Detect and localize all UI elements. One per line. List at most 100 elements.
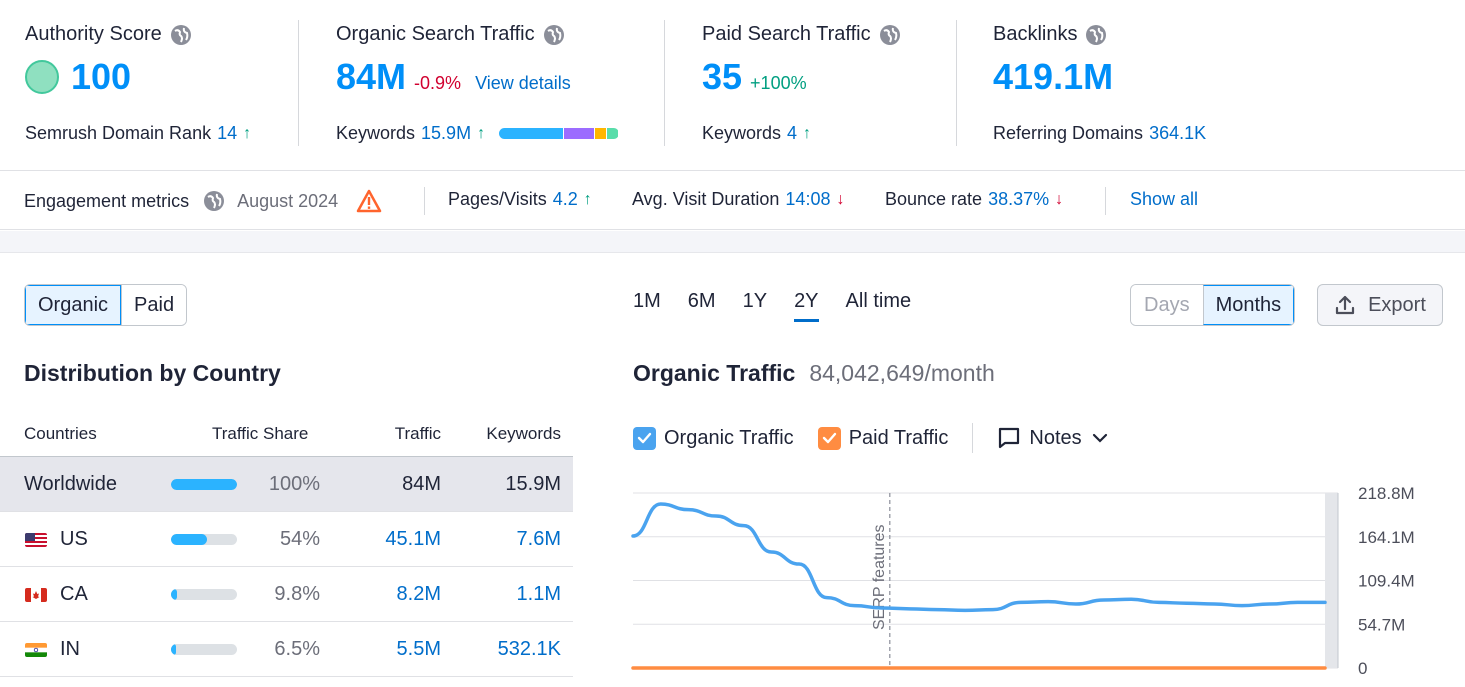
share-bar [171, 534, 237, 545]
notes-dropdown[interactable]: Notes [997, 426, 1107, 450]
us-flag-icon [25, 533, 47, 547]
score-circle-icon [25, 60, 59, 94]
col-keywords[interactable]: Keywords [486, 424, 561, 443]
referring-domains-value[interactable]: 364.1K [1149, 123, 1207, 143]
chart-title-value: 84,042,649/month [809, 360, 995, 386]
kw-bar-segment [607, 128, 619, 139]
divider [972, 423, 974, 453]
organic-traffic-chart[interactable]: 218.8M 164.1M 109.4M 54.7M 0 SERP features [620, 480, 1465, 680]
organic-traffic-value-row: 84M -0.9% View details [336, 56, 571, 98]
arrow-up-icon: ↑ [243, 124, 252, 142]
keyword-intent-bar[interactable] [499, 128, 619, 139]
granularity-months[interactable]: Months [1202, 285, 1295, 325]
traffic-value: 84M [402, 473, 441, 495]
globe-icon[interactable] [170, 24, 192, 46]
referring-domains: Referring Domains 364.1K [993, 123, 1207, 143]
chart-title-label: Organic Traffic [633, 360, 796, 386]
period-all-time[interactable]: All time [845, 290, 912, 312]
paid-traffic-value[interactable]: 35 [702, 56, 743, 97]
globe-icon[interactable] [1085, 24, 1107, 46]
legend-paid[interactable]: Paid Traffic [817, 426, 948, 450]
divider [1105, 187, 1106, 215]
col-traffic-share[interactable]: Traffic Share [212, 424, 309, 443]
traffic-value[interactable]: 5.5M [396, 638, 441, 660]
table-row[interactable]: IN 6.5% 5.5M 532.1K [0, 622, 573, 677]
export-label: Export [1368, 293, 1426, 316]
country-name: CA [60, 583, 88, 605]
keywords-value[interactable]: 1.1M [516, 583, 561, 605]
backlinks-value-row: 419.1M [993, 56, 1113, 98]
organic-traffic-delta: -0.9% [414, 73, 462, 93]
distribution-title: Distribution by Country [24, 360, 281, 386]
globe-icon[interactable] [879, 24, 901, 46]
warning-icon[interactable] [356, 189, 382, 213]
arrow-down-icon: ↓ [1055, 190, 1064, 208]
globe-icon[interactable] [203, 190, 225, 212]
show-all-link[interactable]: Show all [1130, 189, 1199, 209]
view-details-link[interactable]: View details [475, 73, 571, 93]
period-6m[interactable]: 6M [687, 290, 716, 312]
divider [424, 187, 425, 215]
paid-keywords-value[interactable]: 4 [787, 123, 798, 143]
organic-keywords-value[interactable]: 15.9M [421, 123, 472, 143]
backlinks-value[interactable]: 419.1M [993, 56, 1114, 97]
arrow-up-icon: ↑ [803, 124, 812, 142]
pages-visits: Pages/Visits 4.2 ↑ [448, 189, 592, 209]
country-name: IN [60, 638, 80, 660]
toggle-organic[interactable]: Organic [25, 285, 122, 325]
engagement-date: August 2024 [237, 190, 339, 211]
distribution-table: Countries Traffic Share Traffic Keywords… [0, 410, 573, 677]
organic-keywords: Keywords 15.9M ↑ [336, 123, 619, 144]
y-tick-label: 164.1M [1358, 528, 1415, 547]
keywords-value[interactable]: 532.1K [497, 638, 561, 660]
country-name: US [60, 528, 88, 550]
keywords-value[interactable]: 7.6M [516, 528, 561, 550]
authority-score-value-row: 100 [25, 56, 131, 98]
kw-bar-segment [595, 128, 607, 139]
traffic-value[interactable]: 8.2M [396, 583, 441, 605]
share-value: 100% [268, 473, 320, 495]
organic-traffic-value[interactable]: 84M [336, 56, 407, 97]
bounce-rate: Bounce rate 38.37% ↓ [885, 189, 1064, 209]
checkbox-checked-icon[interactable] [633, 426, 656, 450]
backlinks-title: Backlinks [993, 23, 1107, 46]
table-row[interactable]: CA 9.8% 8.2M 1.1M [0, 567, 573, 622]
col-traffic[interactable]: Traffic [394, 424, 441, 443]
granularity-days[interactable]: Days [1131, 285, 1203, 325]
period-1y[interactable]: 1Y [742, 290, 768, 312]
globe-icon[interactable] [543, 24, 565, 46]
share-value: 9.8% [274, 583, 320, 605]
legend-organic[interactable]: Organic Traffic [633, 426, 794, 450]
show-all-group: Show all [1130, 189, 1198, 210]
in-flag-icon [25, 643, 47, 657]
table-row[interactable]: Worldwide 100% 84M 15.9M [0, 457, 573, 512]
checkbox-checked-icon[interactable] [817, 426, 841, 450]
share-bar [171, 644, 237, 655]
arrow-up-icon: ↑ [477, 124, 486, 142]
table-row[interactable]: US 54% 45.1M 7.6M [0, 512, 573, 567]
authority-score-value: 100 [71, 56, 132, 97]
bounce-rate-value: 38.37% [988, 189, 1050, 209]
chart-scroll-band [1325, 493, 1338, 668]
share-bar-fill [171, 534, 207, 545]
y-tick-label: 54.7M [1358, 615, 1405, 634]
kw-bar-segment [499, 128, 564, 139]
metrics-panel: Authority Score 100 Semrush Domain Rank … [0, 0, 1465, 170]
toggle-paid[interactable]: Paid [121, 285, 187, 325]
domain-rank-value[interactable]: 14 [217, 123, 238, 143]
y-tick-label: 218.8M [1358, 484, 1415, 503]
period-2y[interactable]: 2Y [794, 290, 819, 322]
y-tick-label: 0 [1358, 659, 1367, 678]
chevron-down-icon [1092, 433, 1107, 443]
avg-visit-duration-value: 14:08 [785, 189, 831, 209]
period-1m[interactable]: 1M [633, 290, 661, 312]
traffic-type-toggle: Organic Paid [24, 284, 188, 326]
traffic-value[interactable]: 45.1M [385, 528, 441, 550]
organic-traffic-title: Organic Search Traffic [336, 23, 565, 46]
pages-visits-value: 4.2 [552, 189, 578, 209]
ca-flag-icon [25, 588, 47, 602]
export-button[interactable]: Export [1317, 284, 1443, 326]
share-bar-fill [171, 589, 178, 600]
chart-legend: Organic Traffic Paid Traffic Notes [633, 423, 1108, 453]
paid-traffic-value-row: 35 +100% [702, 56, 807, 98]
